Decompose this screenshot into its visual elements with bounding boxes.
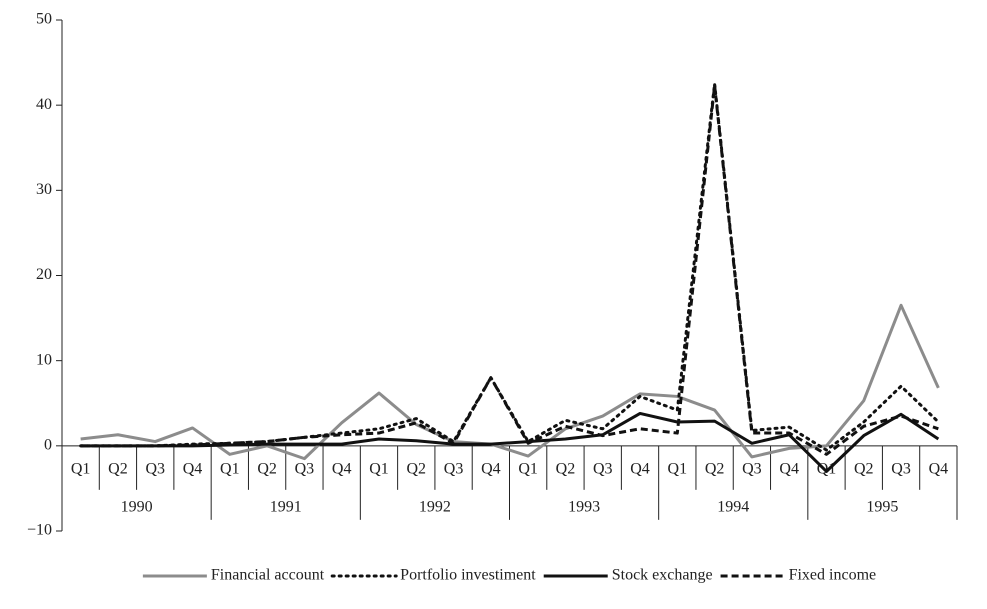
x-tick-label: Q1 [220,461,240,478]
x-tick-label: Q3 [593,461,613,478]
legend-label: Stock exchange [612,567,713,584]
x-tick-label: Q4 [929,461,949,478]
x-tick-label: Q2 [257,461,277,478]
x-tick-label: Q2 [854,461,874,478]
x-tick-label: Q1 [518,461,538,478]
y-tick-label: 50 [36,11,52,28]
x-tick-label: Q3 [891,461,911,478]
group-label: 1991 [270,499,302,516]
y-tick-label: 30 [36,181,52,198]
x-tick-label: Q2 [108,461,128,478]
x-tick-label: Q2 [406,461,426,478]
series-line [80,84,939,456]
series-line [79,82,940,452]
x-tick-label: Q4 [183,461,203,478]
group-label: 1990 [121,499,153,516]
y-tick-label: −10 [27,522,52,539]
group-label: 1994 [717,499,749,516]
x-tick-label: Q4 [779,461,799,478]
y-tick-label: 40 [36,96,52,113]
x-tick-label: Q4 [481,461,501,478]
legend: Financial account Portfolio investiment St… [142,567,877,584]
y-tick-label: 0 [44,437,52,454]
series-line [80,411,940,473]
x-tick-label: Q2 [556,461,576,478]
x-tick-label: Q3 [295,461,315,478]
group-label: 1995 [866,499,898,516]
x-tick-label: Q1 [369,461,389,478]
x-tick-label: Q2 [705,461,725,478]
y-tick-label: 10 [36,351,52,368]
y-tick-label: 20 [36,266,52,283]
legend-label: Portfolio investiment [400,567,536,584]
x-tick-label: Q1 [668,461,688,478]
legend-label: Financial account [211,567,325,584]
x-tick-label: Q3 [145,461,165,478]
x-tick-label: Q3 [444,461,464,478]
x-tick-label: Q3 [742,461,762,478]
legend-label: Fixed income [789,567,877,584]
group-label: 1992 [419,499,451,516]
x-tick-label: Q1 [71,461,91,478]
x-tick-label: Q4 [332,461,352,478]
series-line [80,303,940,461]
group-label: 1993 [568,499,600,516]
x-tick-label: Q4 [630,461,650,478]
